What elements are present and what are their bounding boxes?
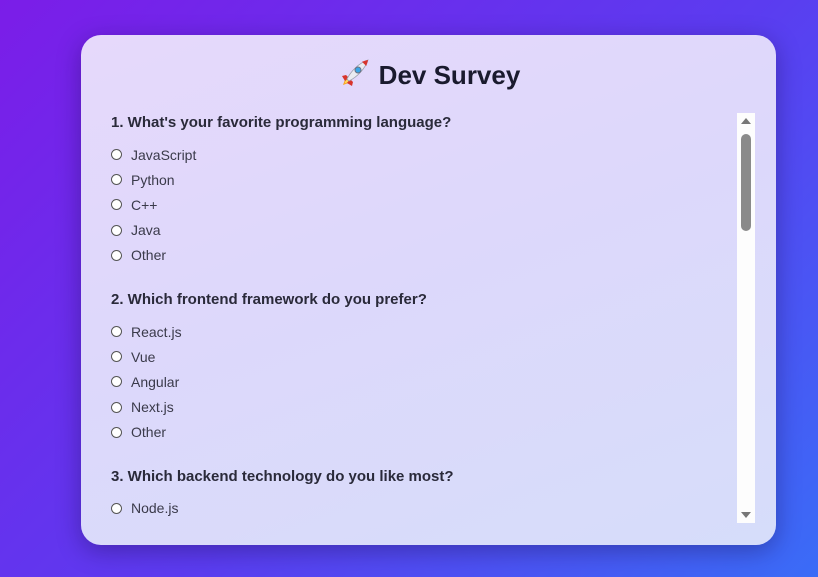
radio-button[interactable] xyxy=(111,249,122,261)
questions-list[interactable]: 1. What's your favorite programming lang… xyxy=(111,113,736,525)
option-label: Next.js xyxy=(131,399,174,416)
option-javascript[interactable]: JavaScript xyxy=(111,142,736,167)
radio-button[interactable] xyxy=(111,174,122,186)
option-cpp[interactable]: C++ xyxy=(111,192,736,217)
question-text: 3. Which backend technology do you like … xyxy=(111,467,454,485)
radio-button[interactable] xyxy=(111,376,122,388)
question-1: 1. What's your favorite programming lang… xyxy=(111,113,736,268)
vertical-scrollbar[interactable] xyxy=(737,113,755,523)
option-label: JavaScript xyxy=(131,146,197,163)
option-label: Python xyxy=(131,171,175,188)
scroll-down-arrow-icon[interactable] xyxy=(737,507,755,523)
radio-button[interactable] xyxy=(111,401,122,413)
title-text: Dev Survey xyxy=(378,60,521,90)
radio-button[interactable] xyxy=(111,326,122,338)
radio-button[interactable] xyxy=(111,351,122,363)
question-text: 1. What's your favorite programming lang… xyxy=(111,114,452,131)
option-label: Angular xyxy=(131,373,180,390)
option-vue[interactable]: Vue xyxy=(111,344,736,369)
option-label: C++ xyxy=(131,196,158,213)
option-label: React.js xyxy=(131,323,182,340)
option-other[interactable]: Other xyxy=(111,243,736,268)
rocket-icon xyxy=(337,57,371,91)
survey-card: Dev Survey 1. What's your favorite progr… xyxy=(81,35,776,545)
option-label: Node.js xyxy=(131,500,179,517)
option-label: Java xyxy=(131,222,161,239)
option-other[interactable]: Other xyxy=(111,420,736,445)
page-title: Dev Survey xyxy=(81,57,776,93)
radio-button[interactable] xyxy=(111,224,122,236)
option-label: Other xyxy=(131,424,167,441)
option-nextjs[interactable]: Next.js xyxy=(111,395,736,420)
option-java[interactable]: Java xyxy=(111,218,736,243)
option-label: Other xyxy=(131,247,167,264)
radio-button[interactable] xyxy=(111,426,122,438)
option-angular[interactable]: Angular xyxy=(111,369,736,394)
option-label: Vue xyxy=(131,348,156,365)
question-2: 2. Which frontend framework do you prefe… xyxy=(111,290,736,445)
option-python[interactable]: Python xyxy=(111,167,736,192)
scrollbar-thumb[interactable] xyxy=(741,134,751,231)
radio-button[interactable] xyxy=(111,502,122,514)
question-text: 2. Which frontend framework do you prefe… xyxy=(111,290,427,308)
option-reactjs[interactable]: React.js xyxy=(111,319,736,344)
radio-button[interactable] xyxy=(111,149,122,161)
option-nodejs[interactable]: Node.js xyxy=(111,496,736,521)
radio-button[interactable] xyxy=(111,199,122,211)
question-3: 3. Which backend technology do you like … xyxy=(111,467,736,521)
scroll-up-arrow-icon[interactable] xyxy=(737,113,755,129)
